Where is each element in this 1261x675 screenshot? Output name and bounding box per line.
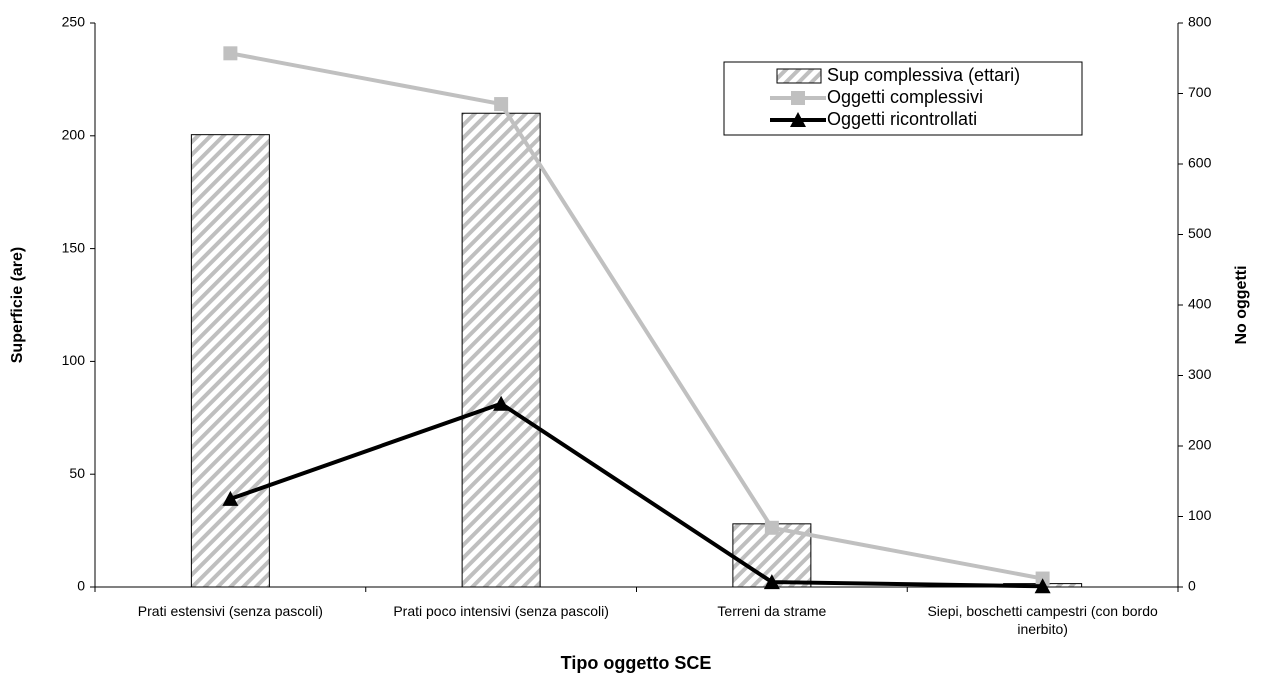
marker bbox=[763, 574, 780, 590]
legend-label: Sup complessiva (ettari) bbox=[827, 65, 1020, 85]
y2-tick-label: 0 bbox=[1188, 578, 1196, 594]
y-tick-label: 200 bbox=[62, 127, 86, 143]
line bbox=[229, 401, 1043, 589]
y-tick-label: 50 bbox=[69, 465, 85, 481]
x-tick-label: Siepi, boschetti campestri (con bordo in… bbox=[927, 603, 1158, 637]
x-tick-label: Prati poco intensivi (senza pascoli) bbox=[393, 603, 609, 619]
legend-label: Oggetti complessivi bbox=[827, 87, 983, 107]
legend-swatch bbox=[776, 68, 822, 84]
y2-tick-label: 200 bbox=[1188, 437, 1212, 453]
marker bbox=[223, 46, 238, 61]
y2-tick-label: 100 bbox=[1188, 507, 1212, 523]
y2-tick-label: 500 bbox=[1188, 225, 1212, 241]
marker bbox=[1034, 578, 1051, 594]
x-tick-label: Prati estensivi (senza pascoli) bbox=[137, 603, 323, 619]
y2-tick-label: 300 bbox=[1188, 366, 1212, 382]
legend-label: Oggetti ricontrollati bbox=[827, 109, 977, 129]
marker bbox=[493, 395, 510, 411]
legend-marker bbox=[790, 112, 806, 127]
x-tick-label: Terreni da strame bbox=[717, 603, 827, 619]
legend-marker bbox=[791, 91, 805, 105]
y-tick-label: 150 bbox=[62, 239, 86, 255]
y2-tick-label: 600 bbox=[1188, 155, 1212, 171]
bar bbox=[461, 112, 541, 588]
y-tick-label: 250 bbox=[62, 14, 86, 30]
y-axis-title: Superficie (are) bbox=[9, 247, 26, 363]
bar bbox=[190, 134, 270, 588]
y2-tick-label: 400 bbox=[1188, 296, 1212, 312]
line bbox=[230, 51, 1043, 581]
y2-axis-title: No oggetti bbox=[1233, 265, 1250, 344]
marker bbox=[494, 97, 509, 112]
y2-tick-label: 700 bbox=[1188, 84, 1212, 100]
y-tick-label: 100 bbox=[62, 352, 86, 368]
y2-tick-label: 800 bbox=[1188, 14, 1212, 30]
y-tick-label: 0 bbox=[77, 578, 85, 594]
marker bbox=[222, 490, 239, 506]
marker bbox=[764, 520, 779, 535]
x-axis-title: Tipo oggetto SCE bbox=[561, 653, 712, 673]
